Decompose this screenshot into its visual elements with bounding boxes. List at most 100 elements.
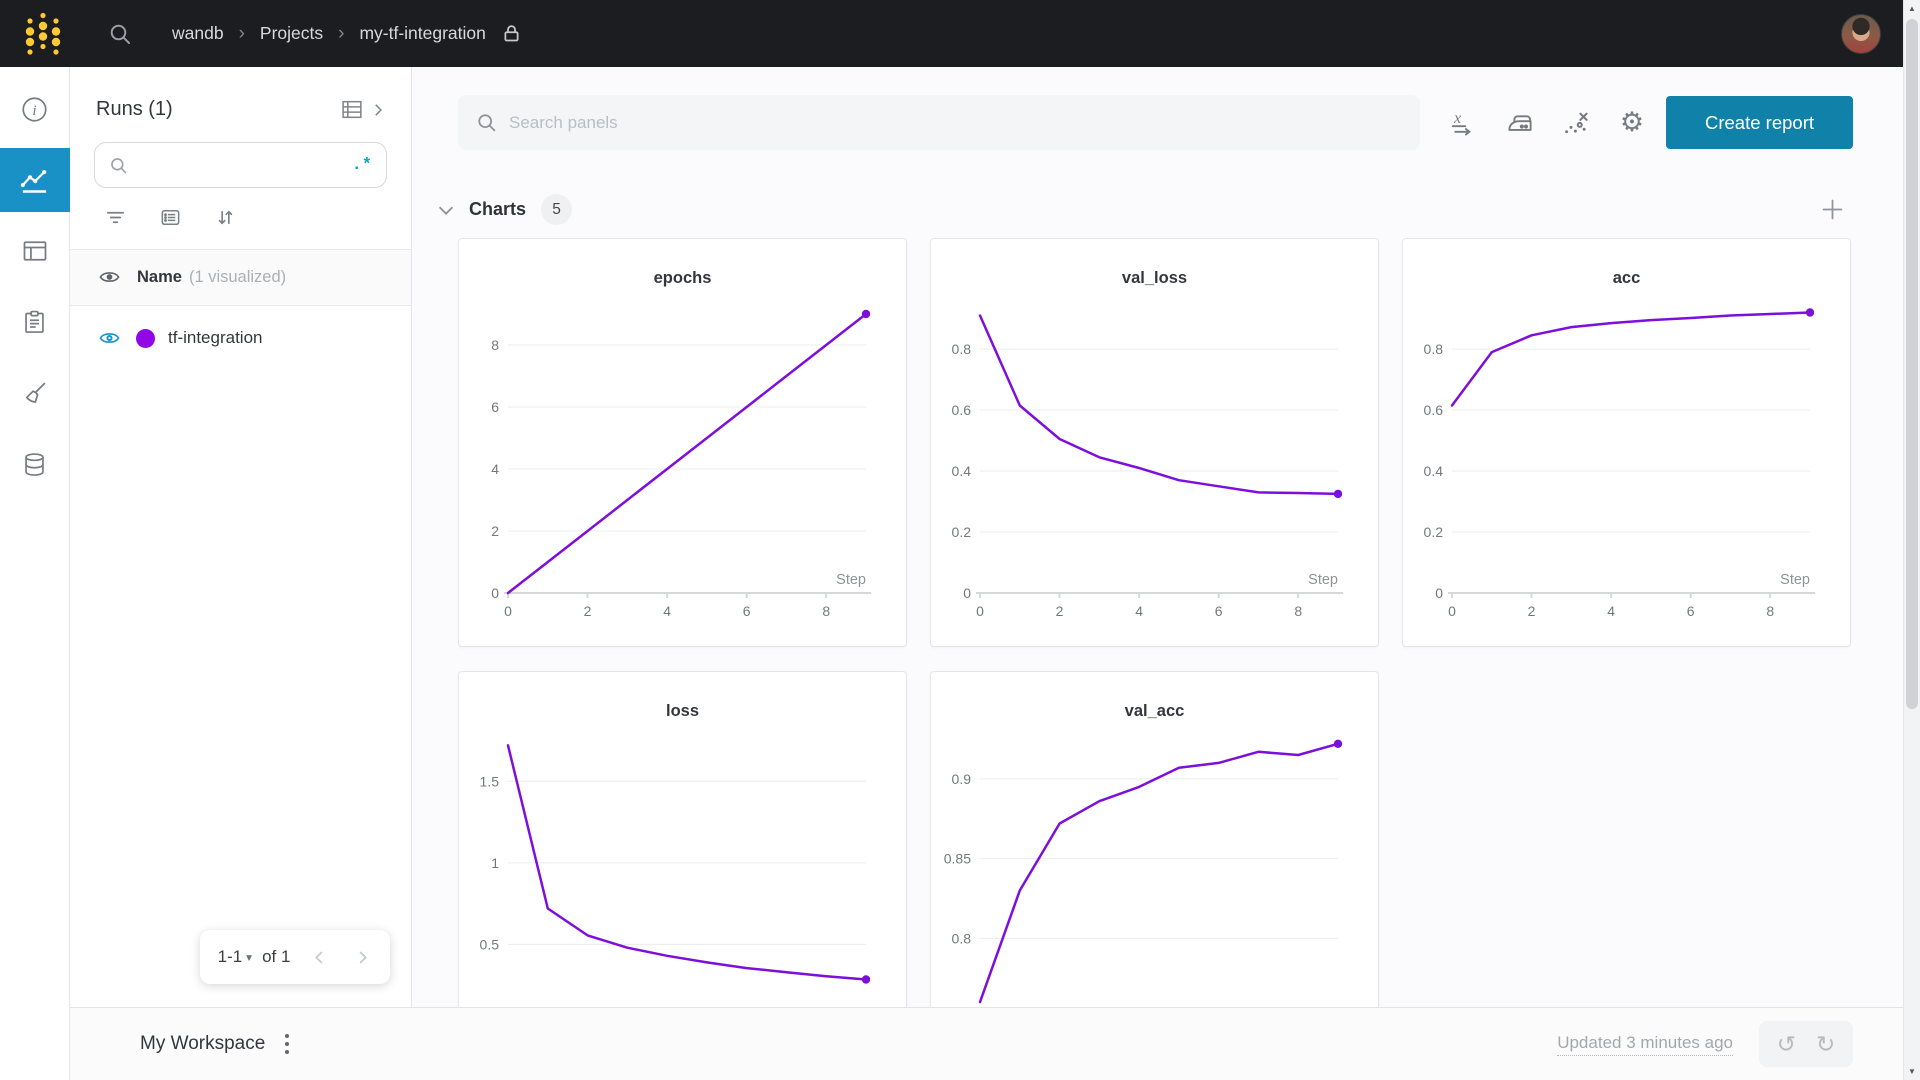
pagination-of: of 1 [262,947,291,966]
svg-text:4: 4 [1607,603,1615,619]
left-icon-rail: i [0,67,70,1080]
svg-text:8: 8 [1294,603,1302,619]
charts-section-title[interactable]: Charts [469,199,527,219]
svg-text:x: x [1453,109,1462,127]
breadcrumb-projects[interactable]: Projects [259,23,324,43]
panel-search-box [458,95,1420,150]
svg-text:Step: Step [1780,572,1810,588]
undo-redo-group: ↺ ↻ [1759,1021,1853,1067]
svg-text:Step: Step [836,1005,866,1007]
svg-text:6: 6 [491,399,499,415]
undo-button[interactable]: ↺ [1776,1030,1796,1057]
breadcrumb: wandb › Projects › my-tf-integration [172,23,522,45]
avatar[interactable] [1841,13,1881,54]
svg-text:0.9: 0.9 [952,771,972,787]
global-search-icon[interactable] [108,22,132,46]
svg-text:2: 2 [1056,603,1064,619]
svg-text:4: 4 [491,461,499,477]
rail-sweeps-button[interactable] [0,369,70,417]
page-next-icon[interactable] [353,948,372,967]
svg-text:0.2: 0.2 [1424,524,1444,540]
svg-text:8: 8 [822,603,830,619]
svg-text:2: 2 [491,523,499,539]
rail-workspace-button[interactable] [0,148,70,212]
outliers-button[interactable] [1560,107,1592,139]
svg-text:Step: Step [836,572,866,588]
svg-text:8: 8 [491,337,499,353]
workspace-menu-button[interactable] [283,1031,291,1057]
broom-icon [25,382,46,403]
sort-icon[interactable] [214,206,237,229]
svg-text:1.5: 1.5 [480,773,500,789]
workspace-main: x [412,67,1903,1007]
add-panel-button[interactable] [1819,196,1846,223]
filter-icon[interactable] [104,206,127,229]
chart-panel-val_loss[interactable]: val_loss 0 0.2 0.4 0.6 0.8 0 2 4 6 8 Step [930,238,1379,647]
updated-timestamp[interactable]: Updated 3 minutes ago [1557,1033,1733,1056]
visibility-eye-icon[interactable] [98,327,121,350]
database-icon [25,452,44,476]
create-report-button[interactable]: Create report [1666,96,1853,149]
lock-icon [504,25,519,42]
charts-grid: epochs 0 2 4 6 8 0 2 4 6 8 Step val_loss 0 0.2 0.4 0.6 0.… [458,238,1903,1007]
run-row[interactable]: tf-integration [70,306,411,370]
rail-reports-button[interactable] [0,298,70,346]
eye-icon[interactable] [98,266,121,289]
chevron-right-icon[interactable] [369,101,387,119]
chart-svg-acc: acc 0 0.2 0.4 0.6 0.8 0 2 4 6 8 Step [1424,269,1815,619]
svg-text:val_loss: val_loss [1122,269,1187,287]
workspace-name[interactable]: My Workspace [140,1033,266,1054]
svg-text:0.8: 0.8 [1424,341,1444,357]
wandb-logo-icon[interactable] [20,11,66,57]
panels-grid-icon [23,241,46,261]
rail-table-button[interactable] [0,227,70,275]
rail-overview-button[interactable]: i [0,85,70,133]
page-scrollbar[interactable]: ▲ ▼ [1903,0,1920,1080]
runs-header-visualized: (1 visualized) [188,268,287,286]
gear-icon: ⚙ [1619,107,1645,137]
svg-text:0: 0 [1448,603,1456,619]
svg-text:Step: Step [1308,1005,1338,1007]
redo-button[interactable]: ↻ [1816,1030,1836,1057]
search-icon [111,157,127,173]
svg-text:8: 8 [1766,603,1774,619]
svg-text:1: 1 [491,855,499,871]
info-icon: i [22,96,47,122]
svg-text:0.8: 0.8 [952,341,972,357]
scroll-down-arrow[interactable]: ▼ [1908,1067,1916,1076]
chevron-down-icon[interactable] [435,199,457,221]
runs-header-name[interactable]: Name [137,268,182,286]
breadcrumb-project-name[interactable]: my-tf-integration [359,23,486,43]
list-view-icon[interactable] [159,206,182,229]
chart-svg-epochs: epochs 0 2 4 6 8 0 2 4 6 8 Step [491,269,871,619]
pagination-range[interactable]: 1-1 [217,947,243,966]
svg-text:i: i [32,102,36,119]
breadcrumb-entity[interactable]: wandb [172,23,224,43]
kebab-icon [285,1034,290,1054]
settings-gear-button[interactable]: ⚙ [1616,107,1648,139]
runs-table-icon[interactable] [340,97,365,122]
runs-search-input[interactable] [138,156,352,174]
chart-panel-acc[interactable]: acc 0 0.2 0.4 0.6 0.8 0 2 4 6 8 Step [1402,238,1851,647]
smoothing-iron-button[interactable] [1504,107,1536,139]
svg-text:0: 0 [504,603,512,619]
regex-toggle-button[interactable]: .* [351,155,372,175]
run-name[interactable]: tf-integration [168,328,263,347]
scroll-up-arrow[interactable]: ▲ [1908,4,1916,13]
svg-text:0.85: 0.85 [944,851,971,867]
runs-list-header: Name (1 visualized) [70,249,411,306]
chart-panel-epochs[interactable]: epochs 0 2 4 6 8 0 2 4 6 8 Step [458,238,907,647]
x-axis-settings-button[interactable]: x [1448,107,1480,139]
page-prev-icon[interactable] [310,948,329,967]
rail-artifacts-button[interactable] [0,440,70,488]
svg-text:0: 0 [976,603,984,619]
scrollbar-thumb[interactable] [1906,19,1918,709]
pagination-caret-icon[interactable]: ▼ [244,953,255,964]
runs-pagination: 1-1 ▼ of 1 [200,930,390,984]
runs-sidebar: Runs (1) .* [70,67,412,1007]
panel-search-input[interactable] [509,112,1420,133]
